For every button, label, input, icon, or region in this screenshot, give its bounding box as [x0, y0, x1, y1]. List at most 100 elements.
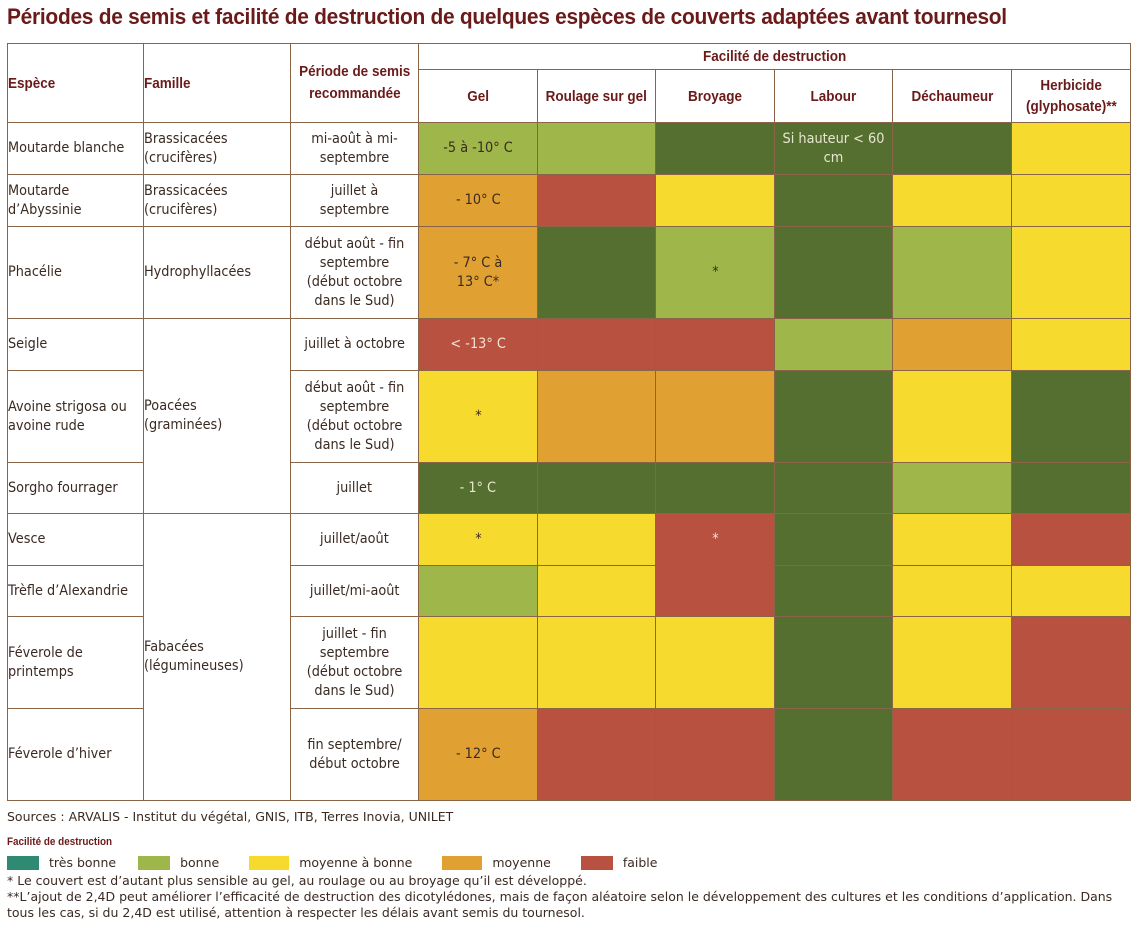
rating-cell-gel: [418, 616, 538, 709]
header-famille: Famille: [143, 43, 291, 123]
table-row: Féverole de printemps juillet - fin septe…: [7, 616, 1131, 709]
header-herbicide: Herbicide (glyphosate)**: [1011, 69, 1131, 123]
rating-cell-herbicide: [1011, 616, 1131, 709]
header-facilite-destruction: Facilité de destruction: [418, 43, 1131, 70]
rating-cell-labour: [774, 174, 893, 227]
rating-cell-labour: [774, 370, 893, 463]
rating-cell-dechaumeur: [892, 370, 1012, 463]
legend-item-tres-bonne: très bonne: [7, 855, 116, 870]
cell-famille: Brassicacées (crucifères): [143, 122, 291, 175]
rating-cell-herbicide: [1011, 370, 1131, 463]
rating-cell-gel: *: [418, 513, 538, 566]
cell-espece: Avoine strigosa ou avoine rude: [7, 370, 144, 463]
legend-swatch: [442, 856, 483, 870]
rating-cell-labour: [774, 708, 893, 801]
rating-cell-labour: [774, 513, 893, 566]
cell-espece: Sorgho fourrager: [7, 462, 144, 514]
header-roulage: Roulage sur gel: [537, 69, 656, 123]
rating-cell-dechaumeur: [892, 513, 1012, 566]
legend-swatch: [138, 856, 171, 870]
rating-cell-broyage: [655, 174, 775, 227]
legend-item-moyenne: moyenne: [442, 855, 551, 870]
rating-cell-gel: - 7° C à 13° C*: [418, 226, 538, 319]
rating-cell-dechaumeur: [892, 122, 1012, 175]
rating-cell-gel: *: [418, 370, 538, 463]
legend-item-faible: faible: [580, 855, 657, 870]
header-periode: Période de semis recommandée: [290, 43, 419, 123]
footnotes: * Le couvert est d’autant plus sensible …: [7, 873, 1137, 921]
cell-famille: Poacées (graminées): [143, 318, 291, 514]
rating-cell-dechaumeur: [892, 462, 1012, 514]
rating-cell-roulage: [537, 616, 656, 709]
rating-cell-gel: - 10° C: [418, 174, 538, 227]
rating-cell-roulage: [537, 122, 656, 175]
table-row: Moutarde blanche Brassicacées (crucifères…: [7, 122, 1131, 175]
rating-cell-labour: [774, 462, 893, 514]
rating-cell-broyage: [655, 565, 775, 617]
footnote-double-asterisk: **L’ajout de 2,4D peut améliorer l’effic…: [7, 889, 1113, 920]
footnote-single-asterisk: * Le couvert est d’autant plus sensible …: [7, 873, 587, 888]
legend-title: Facilité de destruction: [7, 836, 113, 848]
page-title: Périodes de semis et facilité de destruc…: [7, 4, 1007, 29]
rating-cell-broyage: *: [655, 513, 775, 566]
cell-periode: début août - fin septembre (début octobr…: [290, 370, 419, 463]
table-row: Sorgho fourrager juillet - 1° C: [7, 462, 1131, 514]
cell-note: - 10° C: [455, 192, 501, 208]
cell-periode: juillet/août: [290, 513, 419, 566]
cell-famille: Brassicacées (crucifères): [143, 174, 291, 227]
rating-cell-labour: [774, 565, 893, 617]
rating-cell-roulage: [537, 370, 656, 463]
table-row: Moutarde d’Abyssinie Brassicacées (crucif…: [7, 174, 1131, 227]
rating-cell-labour: [774, 318, 893, 371]
rating-cell-gel: - 12° C: [418, 708, 538, 801]
cell-periode: fin septembre/ début octobre: [290, 708, 419, 801]
cell-espece: Trèfle d’Alexandrie: [7, 565, 144, 617]
rating-cell-broyage: *: [655, 226, 775, 319]
cell-periode: juillet/mi-août: [290, 565, 419, 617]
cell-espece: Féverole de printemps: [7, 616, 144, 709]
cell-note: - 1° C: [459, 479, 497, 496]
header-labour: Labour: [774, 69, 893, 123]
rating-cell-dechaumeur: [892, 226, 1012, 319]
rating-cell-herbicide: [1011, 174, 1131, 227]
cell-espece: Vesce: [7, 513, 144, 566]
rating-cell-dechaumeur: [892, 565, 1012, 617]
rating-cell-gel: [418, 565, 538, 617]
rating-cell-gel: < -13° C: [418, 318, 538, 371]
rating-cell-herbicide: [1011, 462, 1131, 514]
rating-cell-labour: [774, 226, 893, 319]
cell-periode: juillet - fin septembre (début octobre d…: [290, 616, 419, 709]
cell-espece: Féverole d’hiver: [7, 708, 144, 801]
rating-cell-dechaumeur: [892, 174, 1012, 227]
rating-cell-dechaumeur: [892, 616, 1012, 709]
cell-periode: juillet: [290, 462, 419, 514]
cell-periode: début août - fin septembre (début octobr…: [290, 226, 419, 319]
cell-periode: juillet à octobre: [290, 318, 419, 371]
rating-cell-broyage: [655, 370, 775, 463]
rating-cell-herbicide: [1011, 318, 1131, 371]
cell-espece: Phacélie: [7, 226, 144, 319]
cell-note: < -13° C: [450, 336, 506, 352]
cell-espece: Seigle: [7, 318, 144, 371]
rating-cell-roulage: [537, 318, 656, 371]
rating-cell-broyage: [655, 122, 775, 175]
header-espece: Espèce: [7, 43, 144, 123]
rating-cell-gel: - 1° C: [418, 462, 538, 514]
rating-cell-herbicide: [1011, 226, 1131, 319]
table-row: Avoine strigosa ou avoine rude début août…: [7, 370, 1131, 463]
cover-crops-table: Espèce Famille Période de semis recomman…: [7, 43, 1131, 801]
rating-cell-roulage: [537, 708, 656, 801]
table-row: Féverole d’hiver fin septembre/ début oct…: [7, 708, 1131, 801]
legend: très bonne bonne moyenne à bonne moyenne…: [7, 855, 657, 870]
rating-cell-gel: -5 à -10° C: [418, 122, 538, 175]
cell-note: Si hauteur < 60 cm: [782, 130, 885, 166]
rating-cell-labour: [774, 616, 893, 709]
legend-swatch: [580, 856, 613, 870]
sources-text: Sources : ARVALIS - Institut du végétal,…: [7, 809, 454, 824]
table-row: Seigle Poacées (graminées) juillet à octob…: [7, 318, 1131, 514]
rating-cell-roulage: [537, 226, 656, 319]
table-row: Vesce Fabacées (légumineuses) juillet/août…: [7, 513, 1131, 801]
cell-note: *: [711, 264, 719, 280]
rating-cell-dechaumeur: [892, 318, 1012, 371]
cell-note: *: [474, 531, 482, 547]
